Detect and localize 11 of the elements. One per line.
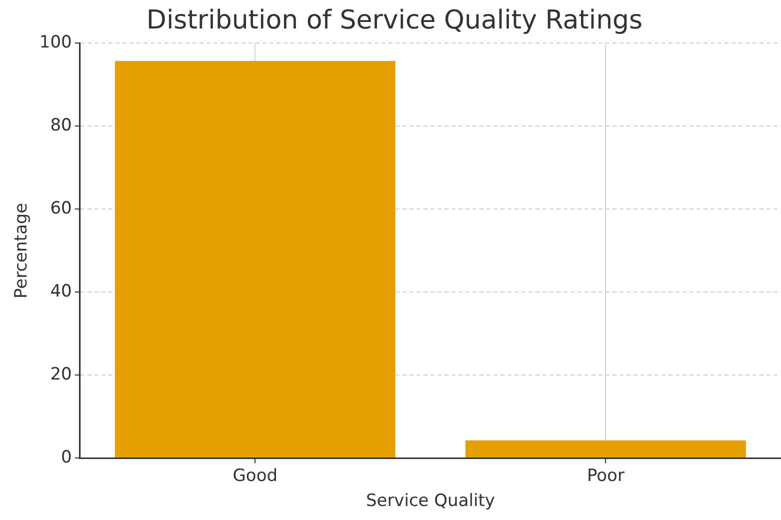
x-tick-label: Poor <box>586 466 624 486</box>
x-axis-title: Service Quality <box>366 491 495 512</box>
y-axis-title: Percentage <box>12 202 32 299</box>
chart-title: Distribution of Service Quality Ratings <box>146 5 643 36</box>
y-tick-label: 20 <box>50 364 72 385</box>
y-tick-label: 80 <box>50 116 72 136</box>
x-tick-label: Good <box>232 466 278 486</box>
y-tick-label: 60 <box>50 198 72 219</box>
y-tick-label: 0 <box>61 448 72 468</box>
y-tick-label: 100 <box>39 32 72 53</box>
y-tick-label: 40 <box>50 282 72 302</box>
